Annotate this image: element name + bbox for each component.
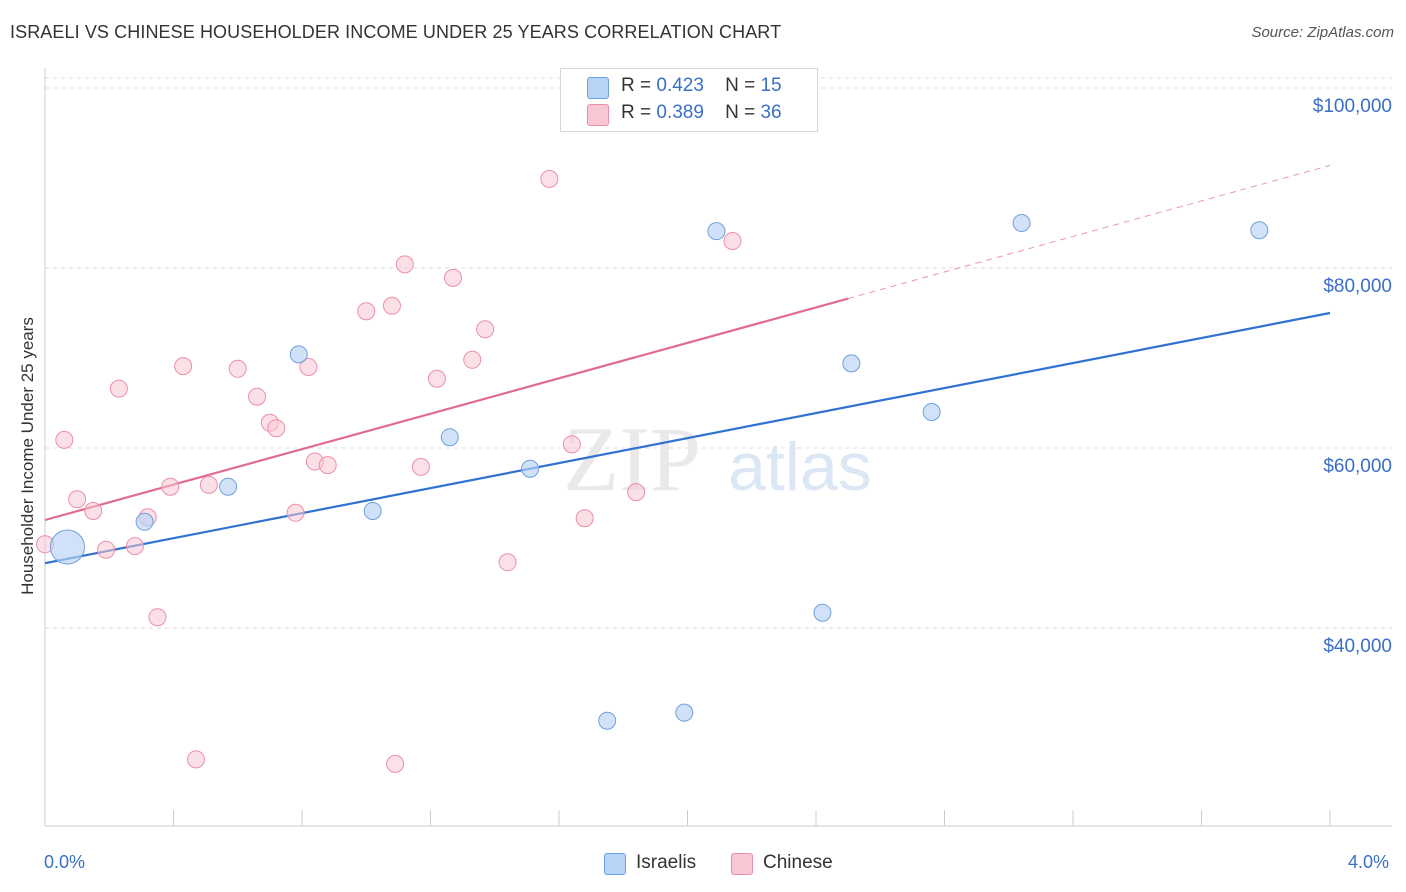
point-israelis <box>813 603 832 622</box>
point-chinese <box>463 350 482 369</box>
point-israelis <box>49 529 85 565</box>
point-chinese <box>199 475 218 494</box>
legend-r-label: R = <box>621 75 652 96</box>
point-chinese <box>161 477 180 496</box>
legend-swatch-chinese <box>587 104 609 126</box>
point-chinese <box>174 357 193 376</box>
axes <box>44 68 1392 827</box>
point-chinese <box>68 490 87 509</box>
x-tick-label-max: 4.0% <box>1348 852 1390 872</box>
legend-swatch-israelis <box>587 77 609 99</box>
point-israelis <box>707 222 726 241</box>
point-chinese <box>318 456 337 475</box>
point-israelis <box>363 502 382 520</box>
zipatlas-watermark: ZIP atlas <box>563 408 872 510</box>
point-israelis <box>219 477 238 496</box>
bottom-legend-swatch-chinese <box>731 853 753 875</box>
point-chinese <box>84 502 103 520</box>
point-chinese <box>125 537 144 556</box>
point-chinese <box>357 302 376 321</box>
point-chinese <box>97 540 116 559</box>
point-chinese <box>395 255 414 274</box>
legend-n-label: N = <box>725 102 756 123</box>
chart-title: ISRAELI VS CHINESE HOUSEHOLDER INCOME UN… <box>10 22 782 42</box>
x-tick-label-min: 0.0% <box>44 852 86 872</box>
point-chinese <box>386 754 405 773</box>
point-israelis <box>440 428 459 447</box>
point-israelis <box>598 711 617 730</box>
point-chinese <box>627 483 646 502</box>
legend-n-israelis: 15 <box>760 75 782 96</box>
point-chinese <box>411 457 430 476</box>
point-chinese <box>540 169 559 188</box>
legend-n-chinese: 36 <box>760 102 782 123</box>
legend-r-israelis: 0.423 <box>656 75 704 96</box>
point-chinese <box>575 509 594 528</box>
point-israelis <box>842 354 861 373</box>
point-chinese <box>443 268 462 287</box>
point-chinese <box>267 419 286 438</box>
point-israelis <box>1250 221 1269 240</box>
point-chinese <box>228 359 247 378</box>
point-israelis <box>521 459 540 478</box>
point-israelis <box>675 703 694 722</box>
y-tick-label: $80,000 <box>1323 276 1392 297</box>
point-chinese <box>248 387 267 406</box>
point-chinese <box>476 320 495 339</box>
point-chinese <box>382 296 401 315</box>
grid-lines <box>45 77 1392 629</box>
trend-lines <box>44 164 1331 565</box>
y-tick-label: $60,000 <box>1323 456 1392 477</box>
point-chinese <box>562 435 581 454</box>
point-israelis <box>135 512 154 531</box>
y-axis-label: Householder Income Under 25 years <box>18 317 37 595</box>
y-tick-label: $40,000 <box>1323 636 1392 657</box>
legend-r-chinese: 0.389 <box>656 102 704 123</box>
point-chinese <box>55 430 74 449</box>
watermark-atlas: atlas <box>728 429 872 505</box>
point-chinese <box>723 232 742 250</box>
point-chinese <box>148 608 167 627</box>
trend-line-israelis <box>44 311 1331 565</box>
trend-line-chinese <box>44 297 849 522</box>
legend-n-label: N = <box>725 75 756 96</box>
y-tick-label: $100,000 <box>1313 96 1392 117</box>
data-points <box>36 169 1269 773</box>
bottom-legend-label-chinese: Chinese <box>763 852 833 873</box>
point-israelis <box>1012 214 1031 232</box>
y-tick-labels: $40,000 $60,000 $80,000 $100,000 <box>1313 96 1392 657</box>
source-label: Source: ZipAtlas.com <box>1251 24 1394 41</box>
point-chinese <box>186 750 205 769</box>
point-chinese <box>427 369 446 388</box>
bottom-legend-swatch-israelis <box>604 853 626 875</box>
point-israelis <box>922 403 941 421</box>
legend-r-label: R = <box>621 102 652 123</box>
point-chinese <box>286 503 305 522</box>
point-chinese <box>299 358 318 376</box>
bottom-legend-label-israelis: Israelis <box>636 852 697 873</box>
point-israelis <box>289 345 308 364</box>
point-chinese <box>109 379 128 398</box>
stats-legend: R = 0.423 N = 15 R = 0.389 N = 36 <box>560 68 818 132</box>
point-chinese <box>498 553 517 572</box>
